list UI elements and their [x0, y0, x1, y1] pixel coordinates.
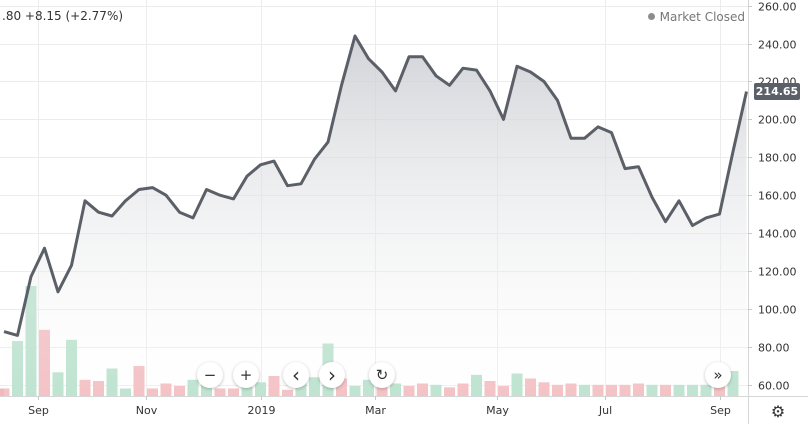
y-tick-label: 260.00: [758, 1, 797, 14]
x-tick-label: May: [486, 404, 509, 417]
y-tick-label: 60.00: [758, 380, 790, 393]
settings-gear-icon[interactable]: ⚙: [770, 401, 786, 421]
x-tick-label: Mar: [365, 404, 386, 417]
x-tick-label: 2019: [248, 404, 276, 417]
y-tick-label: 120.00: [758, 266, 797, 279]
y-tick-label: 180.00: [758, 152, 797, 165]
reset-chart-button[interactable]: ↻: [369, 362, 395, 388]
market-status-label: Market Closed: [659, 10, 745, 24]
price-line: [3, 34, 748, 337]
scroll-left-button[interactable]: ‹: [283, 362, 309, 388]
x-tick-label: Jul: [598, 404, 612, 417]
y-tick-label: 140.00: [758, 228, 797, 241]
y-tick-label: 80.00: [758, 342, 790, 355]
status-dot-icon: [647, 13, 655, 20]
last-price-label: 214.65: [754, 83, 800, 100]
y-tick-label: 100.00: [758, 304, 797, 317]
scroll-to-latest-button[interactable]: »: [705, 362, 731, 388]
price-area: [4, 36, 747, 396]
zoom-out-button[interactable]: −: [197, 362, 223, 388]
y-tick-label: 200.00: [758, 114, 797, 127]
zoom-in-button[interactable]: +: [233, 362, 259, 388]
time-axis: Sep Nov 2019 Mar May Jul Sep: [28, 396, 731, 417]
price-change-legend: .80 +8.15 (+2.77%): [2, 9, 124, 23]
y-tick-label: 160.00: [758, 190, 797, 203]
x-tick-label: Sep: [710, 404, 731, 417]
y-tick-label: 240.00: [758, 39, 797, 52]
scroll-right-button[interactable]: ›: [319, 362, 345, 388]
x-tick-label: Nov: [136, 404, 158, 417]
price-axis: 60.00 80.00 100.00 120.00 140.00 160.00 180.00…: [748, 1, 797, 393]
x-tick-label: Sep: [28, 404, 49, 417]
market-status: Market Closed: [647, 10, 745, 24]
